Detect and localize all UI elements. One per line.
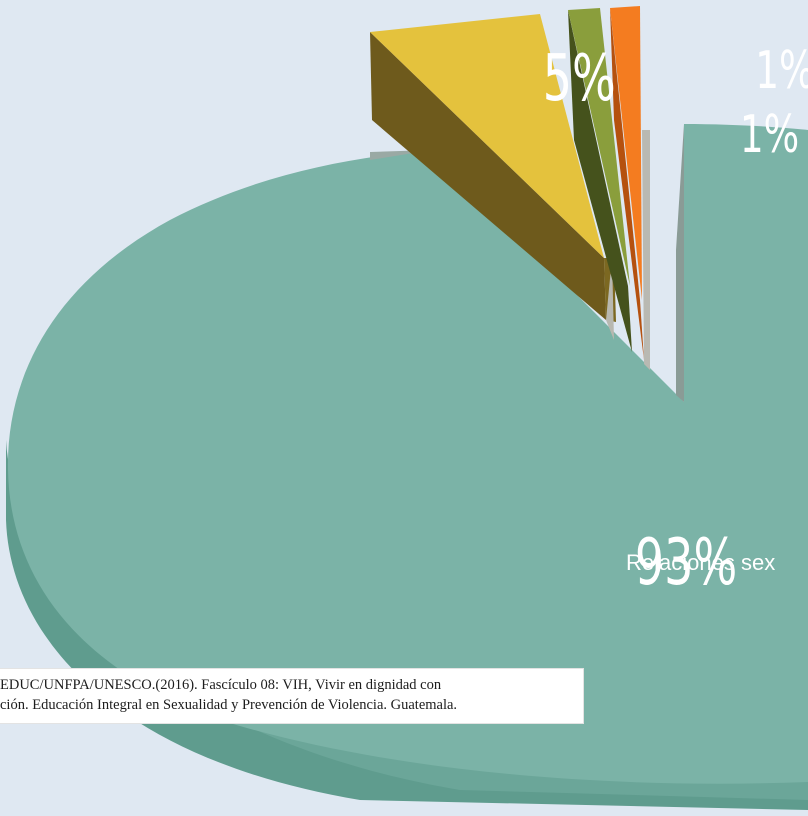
slice-1a-side	[568, 10, 632, 352]
slice-93	[7, 124, 808, 784]
source-line-2: ción. Educación Integral en Sexualidad y…	[0, 697, 458, 713]
slice-5-value-label: 5%	[543, 41, 616, 116]
slice-1a-value-label: 1%	[740, 104, 799, 165]
source-citation: EDUC/UNFPA/UNESCO.(2016). Fascículo 08: …	[0, 668, 584, 724]
slice-93-value-label: 93%	[635, 525, 737, 600]
slice-1b-side	[610, 8, 644, 360]
slice-1b-value-label: 1%	[755, 40, 808, 101]
slice-5-side	[370, 32, 606, 320]
slice-1b	[610, 6, 642, 300]
slice-93-category-label: Relaciones sex	[626, 550, 775, 575]
slice-1a	[568, 8, 630, 286]
slice-5	[370, 14, 604, 258]
slice-1b-shadow	[642, 130, 650, 370]
slice-93-cut-wall	[676, 124, 684, 402]
source-line-1: EDUC/UNFPA/UNESCO.(2016). Fascículo 08: …	[0, 677, 442, 693]
